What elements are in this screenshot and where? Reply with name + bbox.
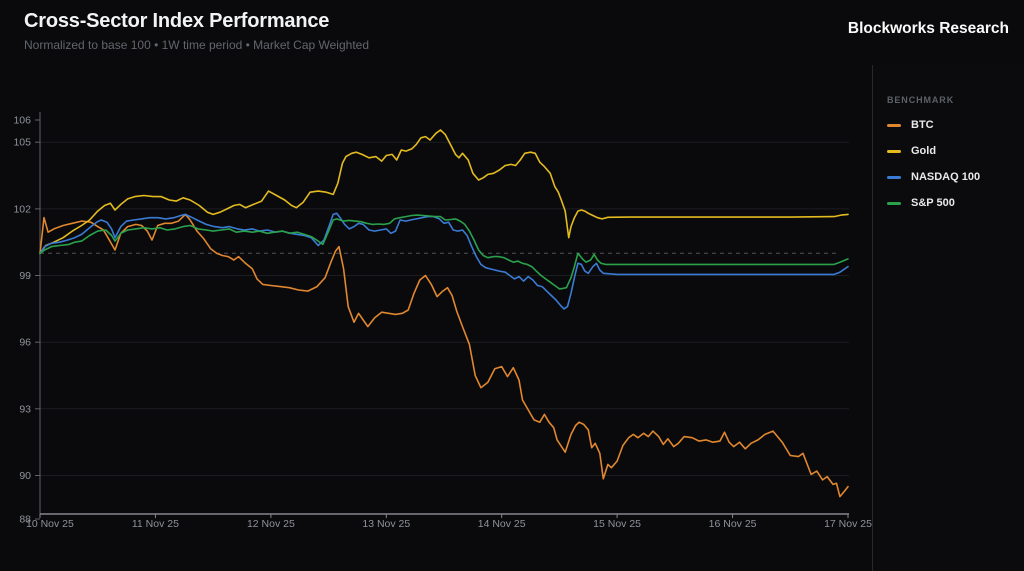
svg-text:13 Nov 25: 13 Nov 25: [362, 518, 410, 530]
legend-item-label: Gold: [911, 145, 937, 157]
svg-text:88: 88: [19, 514, 31, 526]
legend-panel: BENCHMARK BTC Gold NASDAQ 100 S&P 500: [872, 65, 1024, 571]
svg-text:90: 90: [19, 470, 31, 482]
legend-item-label: BTC: [911, 119, 934, 131]
svg-text:96: 96: [19, 337, 31, 349]
legend-item-btc[interactable]: BTC: [887, 119, 1014, 131]
series-line-gold[interactable]: [39, 129, 849, 255]
svg-text:16 Nov 25: 16 Nov 25: [709, 518, 757, 530]
svg-text:17 Nov 25: 17 Nov 25: [824, 518, 872, 530]
legend-item-nasdaq-100[interactable]: NASDAQ 100: [887, 171, 1014, 183]
legend-title: BENCHMARK: [887, 95, 955, 105]
chart-subtitle: Normalized to base 100 • 1W time period …: [24, 38, 370, 52]
page-title: Cross-Sector Index Performance: [24, 10, 330, 32]
svg-text:15 Nov 25: 15 Nov 25: [593, 518, 641, 530]
brand-logo: Blockworks Research: [847, 20, 1009, 37]
svg-text:10 Nov 25: 10 Nov 25: [26, 518, 74, 530]
svg-text:93: 93: [19, 403, 31, 415]
svg-text:102: 102: [13, 203, 31, 215]
legend-item-label: S&P 500: [911, 197, 955, 209]
svg-text:99: 99: [19, 270, 31, 282]
legend-swatch-icon: [887, 175, 901, 179]
legend-swatch-icon: [887, 201, 901, 205]
svg-text:14 Nov 25: 14 Nov 25: [478, 518, 526, 530]
legend-swatch-icon: [887, 123, 901, 127]
svg-text:12 Nov 25: 12 Nov 25: [247, 518, 295, 530]
series-line-nasdaq-100[interactable]: [39, 212, 849, 310]
svg-text:105: 105: [13, 137, 31, 149]
series-line-s-p-500[interactable]: [39, 214, 849, 290]
legend-items: BTC Gold NASDAQ 100 S&P 500: [887, 119, 1014, 209]
legend-item-gold[interactable]: Gold: [887, 145, 1014, 157]
chart-header: Cross-Sector Index Performance Normalize…: [24, 10, 369, 52]
series-line-btc[interactable]: [39, 213, 849, 498]
legend-swatch-icon: [887, 149, 901, 153]
legend-item-s-p-500[interactable]: S&P 500: [887, 197, 1014, 209]
legend-item-label: NASDAQ 100: [911, 171, 981, 183]
svg-text:11 Nov 25: 11 Nov 25: [132, 518, 179, 530]
svg-text:106: 106: [13, 115, 31, 127]
